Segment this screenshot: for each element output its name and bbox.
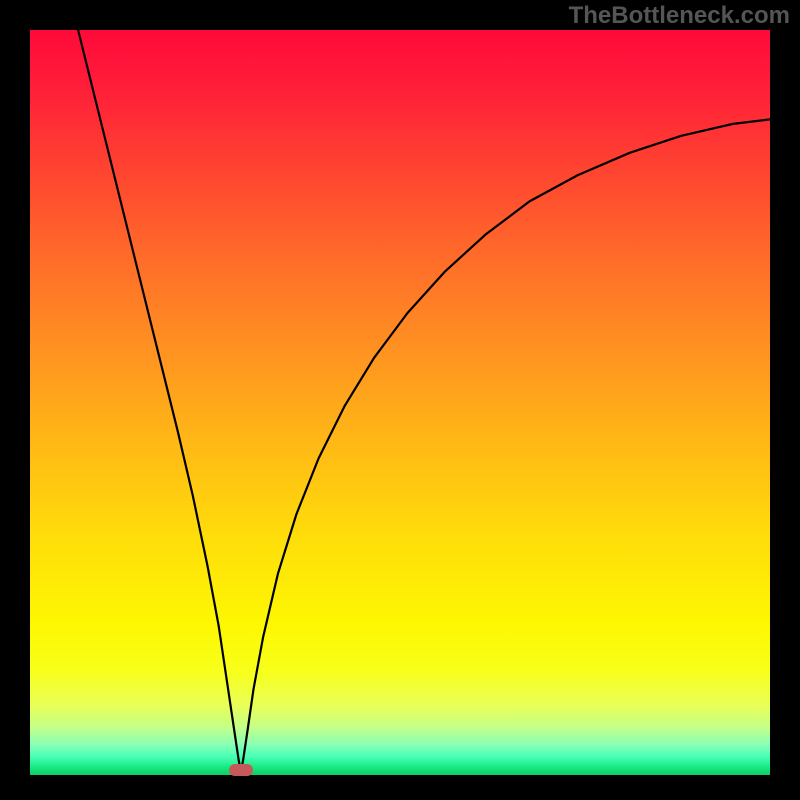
plot-area [30, 30, 770, 775]
minimum-marker [229, 764, 253, 776]
curve-layer [30, 30, 770, 775]
chart-container: TheBottleneck.com [0, 0, 800, 800]
watermark-text: TheBottleneck.com [569, 2, 790, 30]
bottleneck-curve [78, 30, 770, 771]
